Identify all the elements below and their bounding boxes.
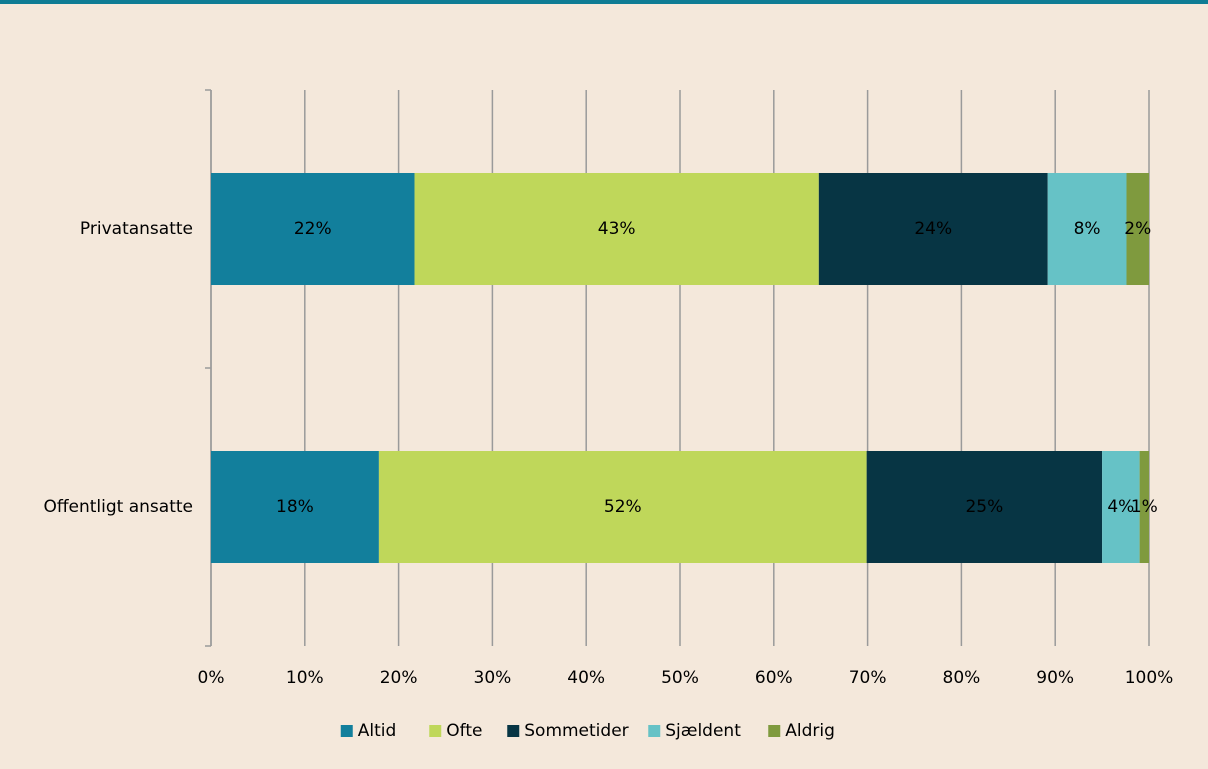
y-tick-label: Offentligt ansatte: [43, 497, 193, 517]
x-tick-label: 100%: [1125, 668, 1174, 688]
data-label: 24%: [914, 219, 952, 239]
data-label: 18%: [276, 497, 314, 517]
bar-segment: [211, 451, 379, 563]
legend-swatch: [340, 725, 353, 737]
bar-segment: [818, 173, 1048, 285]
bar-segment: [378, 451, 867, 563]
data-label: 4%: [1107, 497, 1134, 517]
x-tick-label: 50%: [661, 668, 699, 688]
bar-segment: [211, 173, 415, 285]
bar-segment: [1139, 451, 1149, 563]
data-label: 8%: [1074, 219, 1101, 239]
y-tick-label: Privatansatte: [80, 219, 193, 239]
x-tick-label: 30%: [474, 668, 512, 688]
bar-segment: [1102, 451, 1140, 563]
data-label: 22%: [294, 219, 332, 239]
data-label: 52%: [604, 497, 642, 517]
data-label: 25%: [965, 497, 1003, 517]
legend-label: Ofte: [446, 721, 482, 741]
legend-label: Aldrig: [785, 721, 835, 741]
x-tick-label: 10%: [286, 668, 324, 688]
data-label: 1%: [1131, 497, 1158, 517]
x-tick-label: 80%: [943, 668, 981, 688]
x-tick-label: 40%: [567, 668, 605, 688]
data-label: 43%: [598, 219, 636, 239]
x-tick-label: 0%: [198, 668, 225, 688]
legend-swatch: [768, 725, 781, 737]
legend-swatch: [507, 725, 520, 737]
x-tick-label: 70%: [849, 668, 887, 688]
x-tick-label: 60%: [755, 668, 793, 688]
bar-segment: [866, 451, 1103, 563]
x-tick-label: 20%: [380, 668, 418, 688]
legend-label: Sjældent: [665, 721, 741, 741]
legend-label: Sommetider: [524, 721, 628, 741]
data-label: 2%: [1124, 219, 1151, 239]
legend-swatch: [429, 725, 442, 737]
legend-swatch: [648, 725, 661, 737]
bar-segment: [1047, 173, 1127, 285]
bar-segment: [1126, 173, 1149, 285]
top-border: [0, 0, 1208, 4]
legend-label: Altid: [358, 721, 397, 741]
bar-segment: [414, 173, 819, 285]
x-tick-label: 90%: [1036, 668, 1074, 688]
